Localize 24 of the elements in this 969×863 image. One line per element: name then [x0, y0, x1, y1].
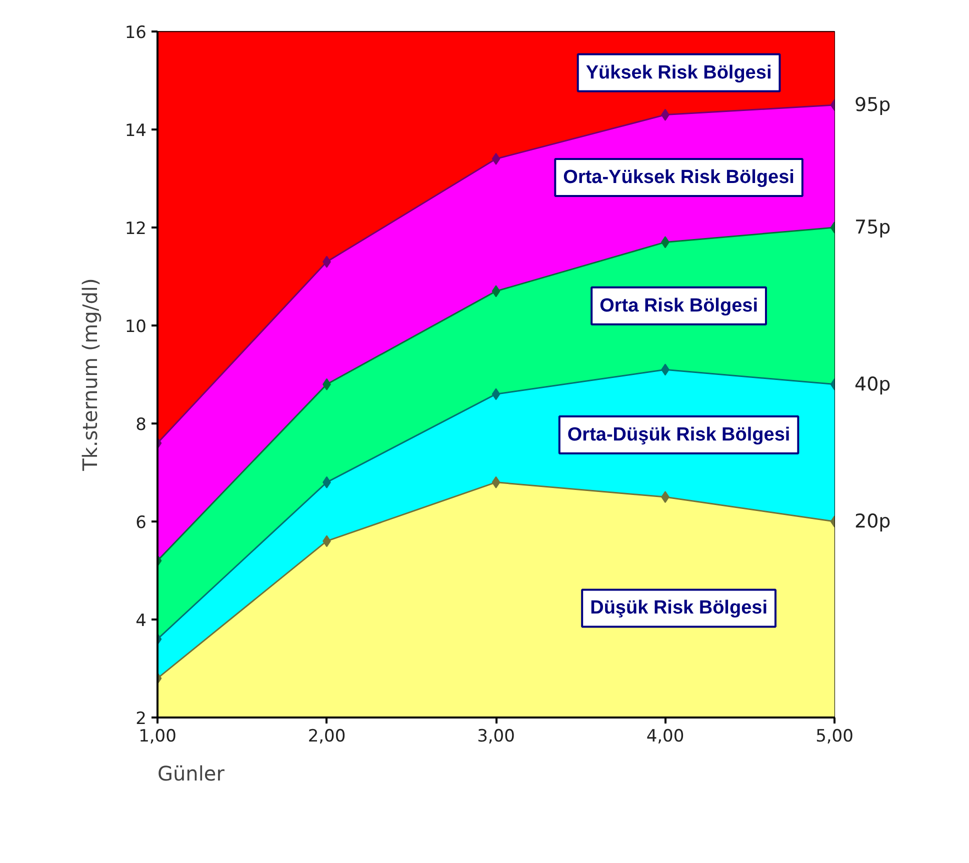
- x-axis-title: Günler: [158, 762, 226, 786]
- y-tick-label: 8: [136, 415, 147, 435]
- x-tick-label: 5,00: [816, 726, 854, 746]
- annotation: Orta Risk Bölgesi: [600, 295, 758, 316]
- series-label: 95p: [854, 94, 891, 116]
- y-tick-label: 16: [124, 23, 147, 43]
- annotation: Orta-Yüksek Risk Bölgesi: [563, 167, 794, 188]
- y-tick-label: 10: [124, 317, 147, 337]
- x-tick-label: 2,00: [308, 726, 346, 746]
- series-label: 40p: [854, 373, 891, 396]
- y-tick-label: 4: [136, 611, 147, 631]
- annotation: Orta-Düşük Risk Bölgesi: [567, 424, 790, 446]
- series-label: 75p: [854, 216, 891, 238]
- y-tick-label: 6: [136, 513, 147, 533]
- y-tick-label: 2: [136, 709, 147, 729]
- x-tick-label: 4,00: [646, 726, 684, 746]
- y-axis-title: Tk.sternum (mg/dl): [78, 278, 102, 472]
- y-tick-label: 14: [124, 121, 147, 141]
- annotation: Düşük Risk Bölgesi: [590, 598, 768, 619]
- y-tick-label: 12: [124, 219, 147, 239]
- series-label: 20p: [854, 510, 891, 532]
- x-tick-label: 1,00: [138, 726, 176, 746]
- annotation: Yüksek Risk Bölgesi: [586, 62, 772, 84]
- x-tick-label: 3,00: [477, 726, 515, 746]
